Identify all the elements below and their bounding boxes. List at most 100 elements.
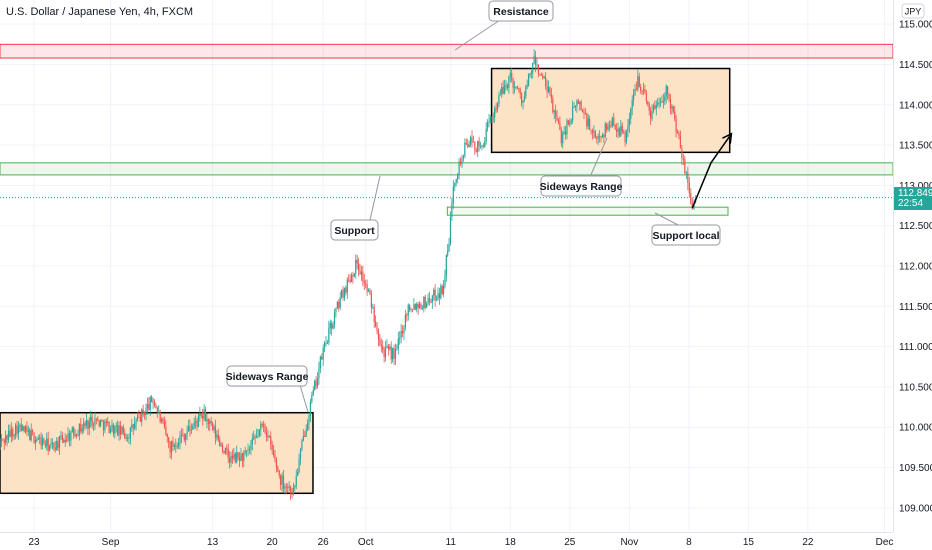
candle — [22, 423, 24, 431]
candle — [417, 302, 419, 315]
candle-body — [549, 86, 551, 95]
candle — [515, 86, 517, 90]
candle-body — [678, 132, 680, 137]
candle — [30, 423, 32, 442]
candle-body — [652, 105, 655, 111]
candle — [159, 409, 161, 424]
candle-body — [516, 86, 518, 89]
candle — [373, 304, 375, 328]
candle-body — [654, 105, 656, 109]
candle-body — [449, 217, 452, 244]
candle-body — [101, 419, 103, 421]
candle-body — [416, 303, 418, 310]
candle-body — [326, 342, 329, 344]
candle — [136, 412, 139, 422]
candle — [631, 95, 633, 116]
support-zone[interactable] — [0, 162, 894, 176]
candle-body — [564, 131, 567, 135]
candle — [662, 93, 664, 109]
candle-body — [119, 425, 122, 435]
candle-body — [305, 428, 307, 437]
candle-body — [459, 161, 462, 165]
candle-body — [212, 422, 214, 430]
candle — [518, 87, 520, 93]
candle-body — [83, 423, 85, 429]
candle — [362, 265, 364, 287]
candle — [44, 440, 46, 449]
candle — [401, 325, 404, 338]
candle-body — [494, 108, 496, 118]
candle-body — [332, 324, 334, 329]
candle — [138, 409, 140, 418]
sideways-range-lower-callout[interactable]: Sideways Range — [226, 365, 309, 413]
candle-body — [559, 123, 561, 130]
resistance-callout[interactable]: Resistance — [454, 0, 554, 51]
candle-body — [642, 89, 645, 92]
candle-body — [9, 430, 11, 437]
candle — [407, 303, 409, 321]
candle-body — [638, 76, 640, 87]
support-local-callout[interactable]: Support local — [651, 212, 721, 246]
candle-body — [149, 396, 151, 410]
candle — [87, 419, 89, 436]
candle — [427, 293, 429, 306]
sideways-range-box-1[interactable] — [0, 411, 314, 495]
candle-body — [68, 433, 71, 441]
candle — [390, 341, 392, 364]
x-tick-label: 11 — [446, 537, 457, 548]
candle-body — [536, 64, 538, 66]
candle-body — [421, 308, 424, 309]
candle-body — [178, 443, 180, 447]
candle-body — [241, 453, 243, 461]
candle — [175, 438, 177, 453]
candle — [570, 118, 572, 126]
candle — [478, 136, 480, 152]
candle-body — [611, 117, 613, 127]
candle-body — [6, 435, 8, 440]
candle-body — [275, 459, 278, 468]
candle — [186, 425, 188, 441]
candle-body — [158, 411, 160, 413]
candle-body — [271, 444, 273, 451]
currency-badge[interactable]: JPY — [901, 3, 925, 19]
sideways-range-box-2[interactable] — [490, 67, 731, 154]
candle-body — [336, 302, 338, 309]
time-axis[interactable]: 23 Sep 13 20 26 Oct 11 18 25 Nov 8 15 22 Dec — [28, 537, 893, 548]
candle-body — [522, 100, 524, 103]
candle-body — [518, 88, 520, 89]
candle-body — [223, 451, 225, 453]
price-axis[interactable]: 115.000 114.500 114.000 113.500 113.000 112.5… — [899, 20, 932, 515]
candle — [6, 434, 8, 447]
candle-body — [685, 172, 687, 174]
projection-path[interactable] — [691, 133, 733, 209]
candle-body — [277, 467, 279, 471]
candle — [424, 294, 426, 310]
candle-body — [90, 416, 92, 422]
candle — [100, 419, 102, 428]
candle-body — [172, 441, 174, 447]
candle — [445, 254, 447, 282]
candle — [297, 468, 299, 477]
candle-body — [202, 415, 204, 419]
candle — [142, 404, 144, 417]
candle-body — [203, 409, 205, 419]
candle-body — [33, 432, 35, 443]
candle — [377, 328, 380, 347]
candle — [309, 398, 312, 423]
sideways-range-upper-callout[interactable]: Sideways Range — [540, 137, 623, 197]
candle — [84, 420, 86, 431]
candle — [251, 433, 253, 451]
candle-body — [179, 436, 181, 444]
candle-body — [556, 116, 558, 121]
resistance-zone[interactable] — [0, 43, 894, 59]
support-local-zone[interactable] — [446, 206, 729, 216]
candle — [645, 89, 647, 105]
support-callout[interactable]: Support — [330, 175, 381, 241]
candle-body — [468, 144, 470, 147]
candle — [392, 347, 394, 363]
candle-body — [399, 337, 401, 339]
candle — [665, 84, 667, 104]
candle — [349, 274, 351, 284]
candle-body — [19, 424, 21, 427]
